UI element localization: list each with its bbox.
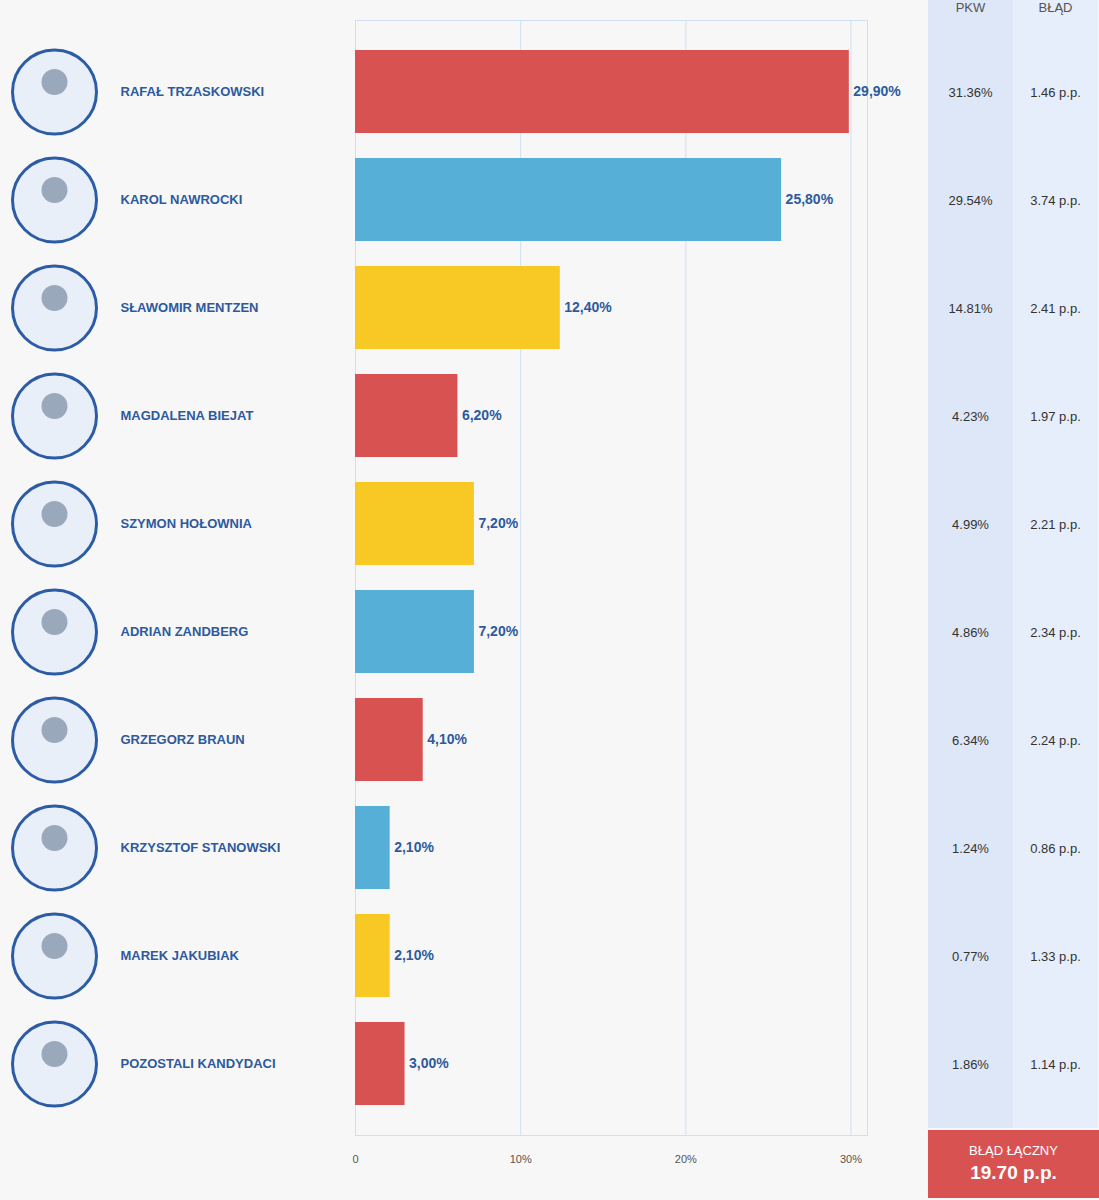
- svg-text:KAROL NAWROCKI: KAROL NAWROCKI: [121, 192, 243, 207]
- svg-text:KRZYSZTOF STANOWSKI: KRZYSZTOF STANOWSKI: [121, 840, 281, 855]
- html-text:14.81%: 14.81%: [948, 300, 993, 315]
- html-text:1.14 p.p.: 1.14 p.p.: [1030, 1056, 1081, 1071]
- html-text:31.36%: 31.36%: [948, 84, 993, 99]
- svg-text:7,20%: 7,20%: [478, 623, 518, 639]
- svg-text:4,10%: 4,10%: [427, 731, 467, 747]
- svg-text:POZOSTALI KANDYDACI: POZOSTALI KANDYDACI: [121, 1056, 276, 1071]
- svg-text:2,10%: 2,10%: [394, 947, 434, 963]
- html-text:4.23%: 4.23%: [952, 408, 989, 423]
- svg-text:25,80%: 25,80%: [786, 191, 834, 207]
- html-text:2.21 p.p.: 2.21 p.p.: [1030, 516, 1081, 531]
- html-text:29.54%: 29.54%: [948, 192, 993, 207]
- html-text:0.77%: 0.77%: [952, 948, 989, 963]
- svg-text:MAGDALENA BIEJAT: MAGDALENA BIEJAT: [121, 408, 254, 423]
- svg-text:29,90%: 29,90%: [853, 83, 901, 99]
- html-text:3.74 p.p.: 3.74 p.p.: [1030, 192, 1081, 207]
- html-text:4.99%: 4.99%: [952, 516, 989, 531]
- svg-text:GRZEGORZ BRAUN: GRZEGORZ BRAUN: [121, 732, 245, 747]
- html-text:1.86%: 1.86%: [952, 1056, 989, 1071]
- svg-text:3,00%: 3,00%: [409, 1055, 449, 1071]
- svg-text:10%: 10%: [510, 1153, 532, 1165]
- svg-text:RAFAŁ TRZASKOWSKI: RAFAŁ TRZASKOWSKI: [121, 84, 265, 99]
- html-text:1.33 p.p.: 1.33 p.p.: [1030, 948, 1081, 963]
- svg-text:0: 0: [352, 1153, 358, 1165]
- html-text:1.24%: 1.24%: [952, 840, 989, 855]
- svg-text:7,20%: 7,20%: [478, 515, 518, 531]
- svg-text:ADRIAN ZANDBERG: ADRIAN ZANDBERG: [121, 624, 249, 639]
- html-text:2.24 p.p.: 2.24 p.p.: [1030, 732, 1081, 747]
- svg-text:SŁAWOMIR MENTZEN: SŁAWOMIR MENTZEN: [121, 300, 259, 315]
- html-text:6.34%: 6.34%: [952, 732, 989, 747]
- svg-text:SZYMON HOŁOWNIA: SZYMON HOŁOWNIA: [121, 516, 253, 531]
- html-text:2.41 p.p.: 2.41 p.p.: [1030, 300, 1081, 315]
- html-text:4.86%: 4.86%: [952, 624, 989, 639]
- html-text:2.34 p.p.: 2.34 p.p.: [1030, 624, 1081, 639]
- html-text:1.46 p.p.: 1.46 p.p.: [1030, 84, 1081, 99]
- svg-text:MAREK JAKUBIAK: MAREK JAKUBIAK: [121, 948, 240, 963]
- html-text:BŁĄD ŁĄCZNY: BŁĄD ŁĄCZNY: [969, 1143, 1058, 1158]
- svg-text:6,20%: 6,20%: [462, 407, 502, 423]
- html-text:BŁĄD: BŁĄD: [1038, 0, 1073, 15]
- html-text:19.70 p.p.: 19.70 p.p.: [970, 1162, 1057, 1183]
- svg-text:2,10%: 2,10%: [394, 839, 434, 855]
- svg-text:12,40%: 12,40%: [564, 299, 612, 315]
- html-text:PKW: PKW: [955, 0, 986, 15]
- html-text:1.97 p.p.: 1.97 p.p.: [1030, 408, 1081, 423]
- html-text:0.86 p.p.: 0.86 p.p.: [1030, 840, 1081, 855]
- svg-text:20%: 20%: [675, 1153, 697, 1165]
- svg-text:30%: 30%: [840, 1153, 862, 1165]
